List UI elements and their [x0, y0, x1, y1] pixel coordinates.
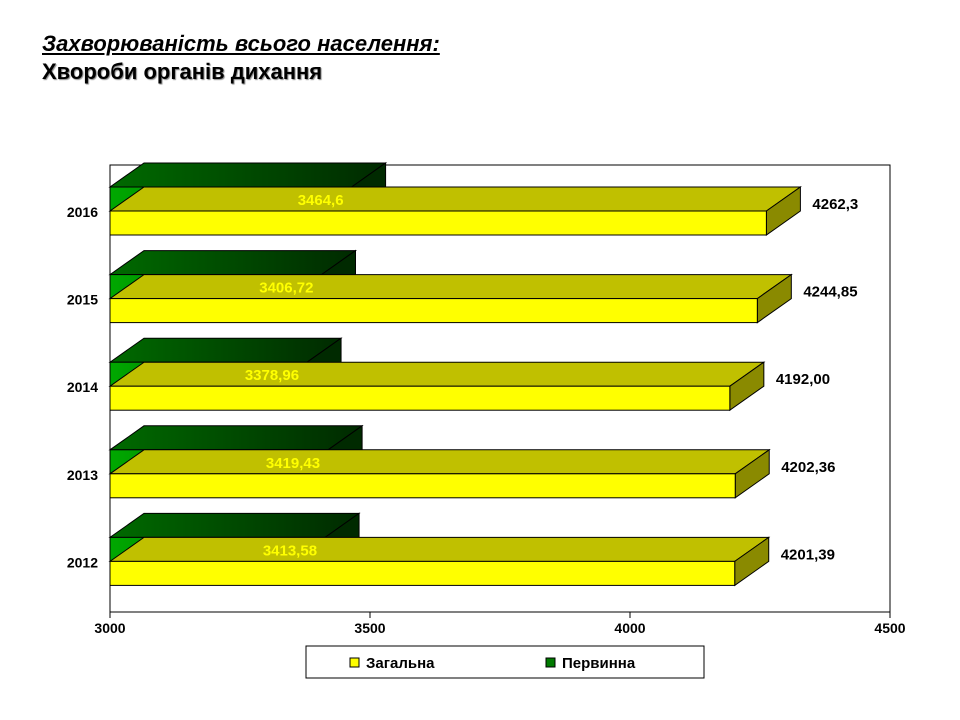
data-label-primary: 3419,43: [266, 455, 320, 472]
data-label-primary: 3464,6: [298, 192, 344, 209]
x-tick-label: 4500: [874, 620, 905, 636]
bar-total-top: [108, 449, 771, 475]
data-label-total: 4262,3: [812, 196, 858, 213]
legend-swatch-total: [349, 657, 360, 668]
chart-title: Захворюваність всього населення:: [42, 31, 440, 56]
chart-subtitle: Хвороби органів дихання: [42, 59, 323, 84]
x-tick-label: 4000: [614, 620, 645, 636]
data-label-primary: 3413,58: [263, 542, 317, 559]
data-label-total: 4202,36: [781, 459, 835, 476]
bar-total: [109, 298, 758, 324]
bar-total: [109, 473, 736, 499]
bar-total-top: [108, 536, 771, 562]
data-label-primary: 3378,96: [245, 367, 299, 384]
y-tick-label: 2014: [67, 379, 98, 395]
data-label-total: 4244,85: [803, 284, 857, 301]
bar-total: [109, 385, 731, 411]
bar-primary-top: [108, 250, 358, 276]
bar-total-top: [108, 361, 766, 387]
bar-total: [109, 210, 767, 236]
legend-label-primary: Первинна: [562, 655, 636, 672]
bar-primary-top: [108, 512, 361, 538]
legend-label-total: Загальна: [366, 655, 435, 672]
bar-total-top: [108, 274, 793, 300]
bar-primary-top: [108, 162, 388, 188]
x-tick-label: 3500: [354, 620, 385, 636]
bar-primary-top: [108, 337, 343, 363]
data-label-primary: 3406,72: [259, 280, 313, 297]
x-tick-label: 3000: [94, 620, 125, 636]
title-block: Захворюваність всього населення: Хвороби…: [42, 30, 440, 86]
legend: [305, 645, 705, 679]
y-tick-label: 2016: [67, 204, 98, 220]
y-tick-label: 2013: [67, 467, 98, 483]
legend-swatch-primary: [545, 657, 556, 668]
data-label-total: 4192,00: [776, 371, 830, 388]
bar-total: [109, 560, 736, 586]
bar-primary-top: [108, 425, 364, 451]
bar-total-top: [108, 186, 802, 212]
y-tick-label: 2012: [67, 554, 98, 570]
data-label-total: 4201,39: [781, 546, 835, 563]
y-tick-label: 2015: [67, 292, 98, 308]
